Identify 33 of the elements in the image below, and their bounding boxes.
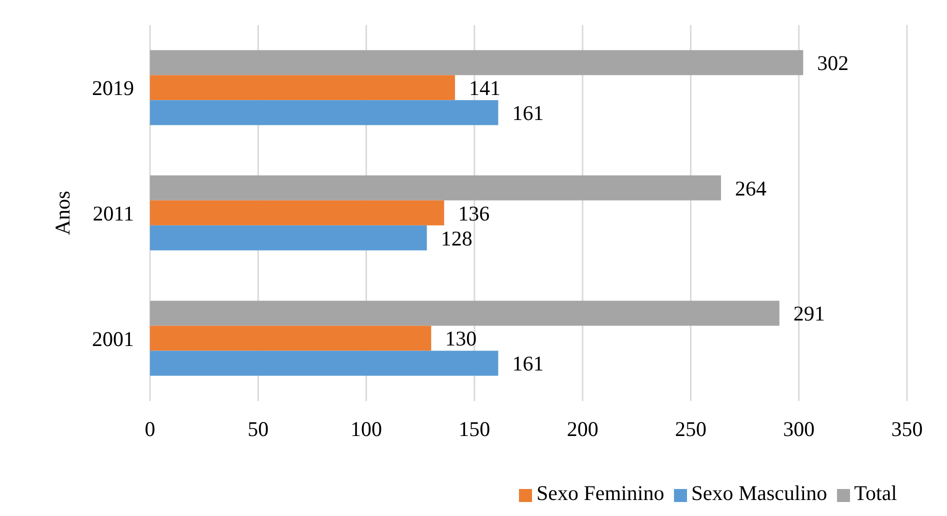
x-tick-label: 100 — [350, 416, 382, 441]
x-tick-label: 150 — [458, 416, 490, 441]
bar — [150, 225, 427, 250]
bar — [150, 326, 432, 351]
bar — [150, 175, 721, 200]
bar — [150, 100, 498, 126]
bar — [150, 350, 498, 376]
data-label: 130 — [445, 326, 477, 351]
legend-label: Sexo Feminino — [536, 481, 664, 505]
x-tick-label: 350 — [891, 416, 923, 441]
x-tick-label: 0 — [144, 416, 156, 441]
bar — [150, 300, 780, 326]
data-label: 128 — [440, 226, 472, 250]
data-label: 264 — [734, 176, 767, 200]
x-tick-label: 50 — [248, 416, 269, 441]
data-label: 302 — [817, 51, 849, 76]
bar — [150, 200, 444, 226]
bar — [150, 75, 455, 100]
data-label: 291 — [793, 302, 825, 326]
data-label: 136 — [458, 201, 490, 226]
data-label: 161 — [512, 352, 544, 376]
data-label: 141 — [468, 76, 500, 100]
data-label: 161 — [512, 101, 544, 126]
x-tick-label: 200 — [566, 416, 598, 441]
y-tick-label: 2001 — [92, 326, 134, 351]
y-axis-title: Anos — [50, 190, 74, 236]
x-tick-label: 250 — [674, 416, 706, 441]
x-tick-label: 300 — [783, 416, 815, 441]
bar — [150, 50, 804, 76]
legend-label: Total — [854, 481, 897, 505]
legend-label: Sexo Masculino — [691, 481, 828, 505]
y-tick-label: 2019 — [92, 76, 134, 100]
y-tick-label: 2011 — [92, 201, 134, 226]
